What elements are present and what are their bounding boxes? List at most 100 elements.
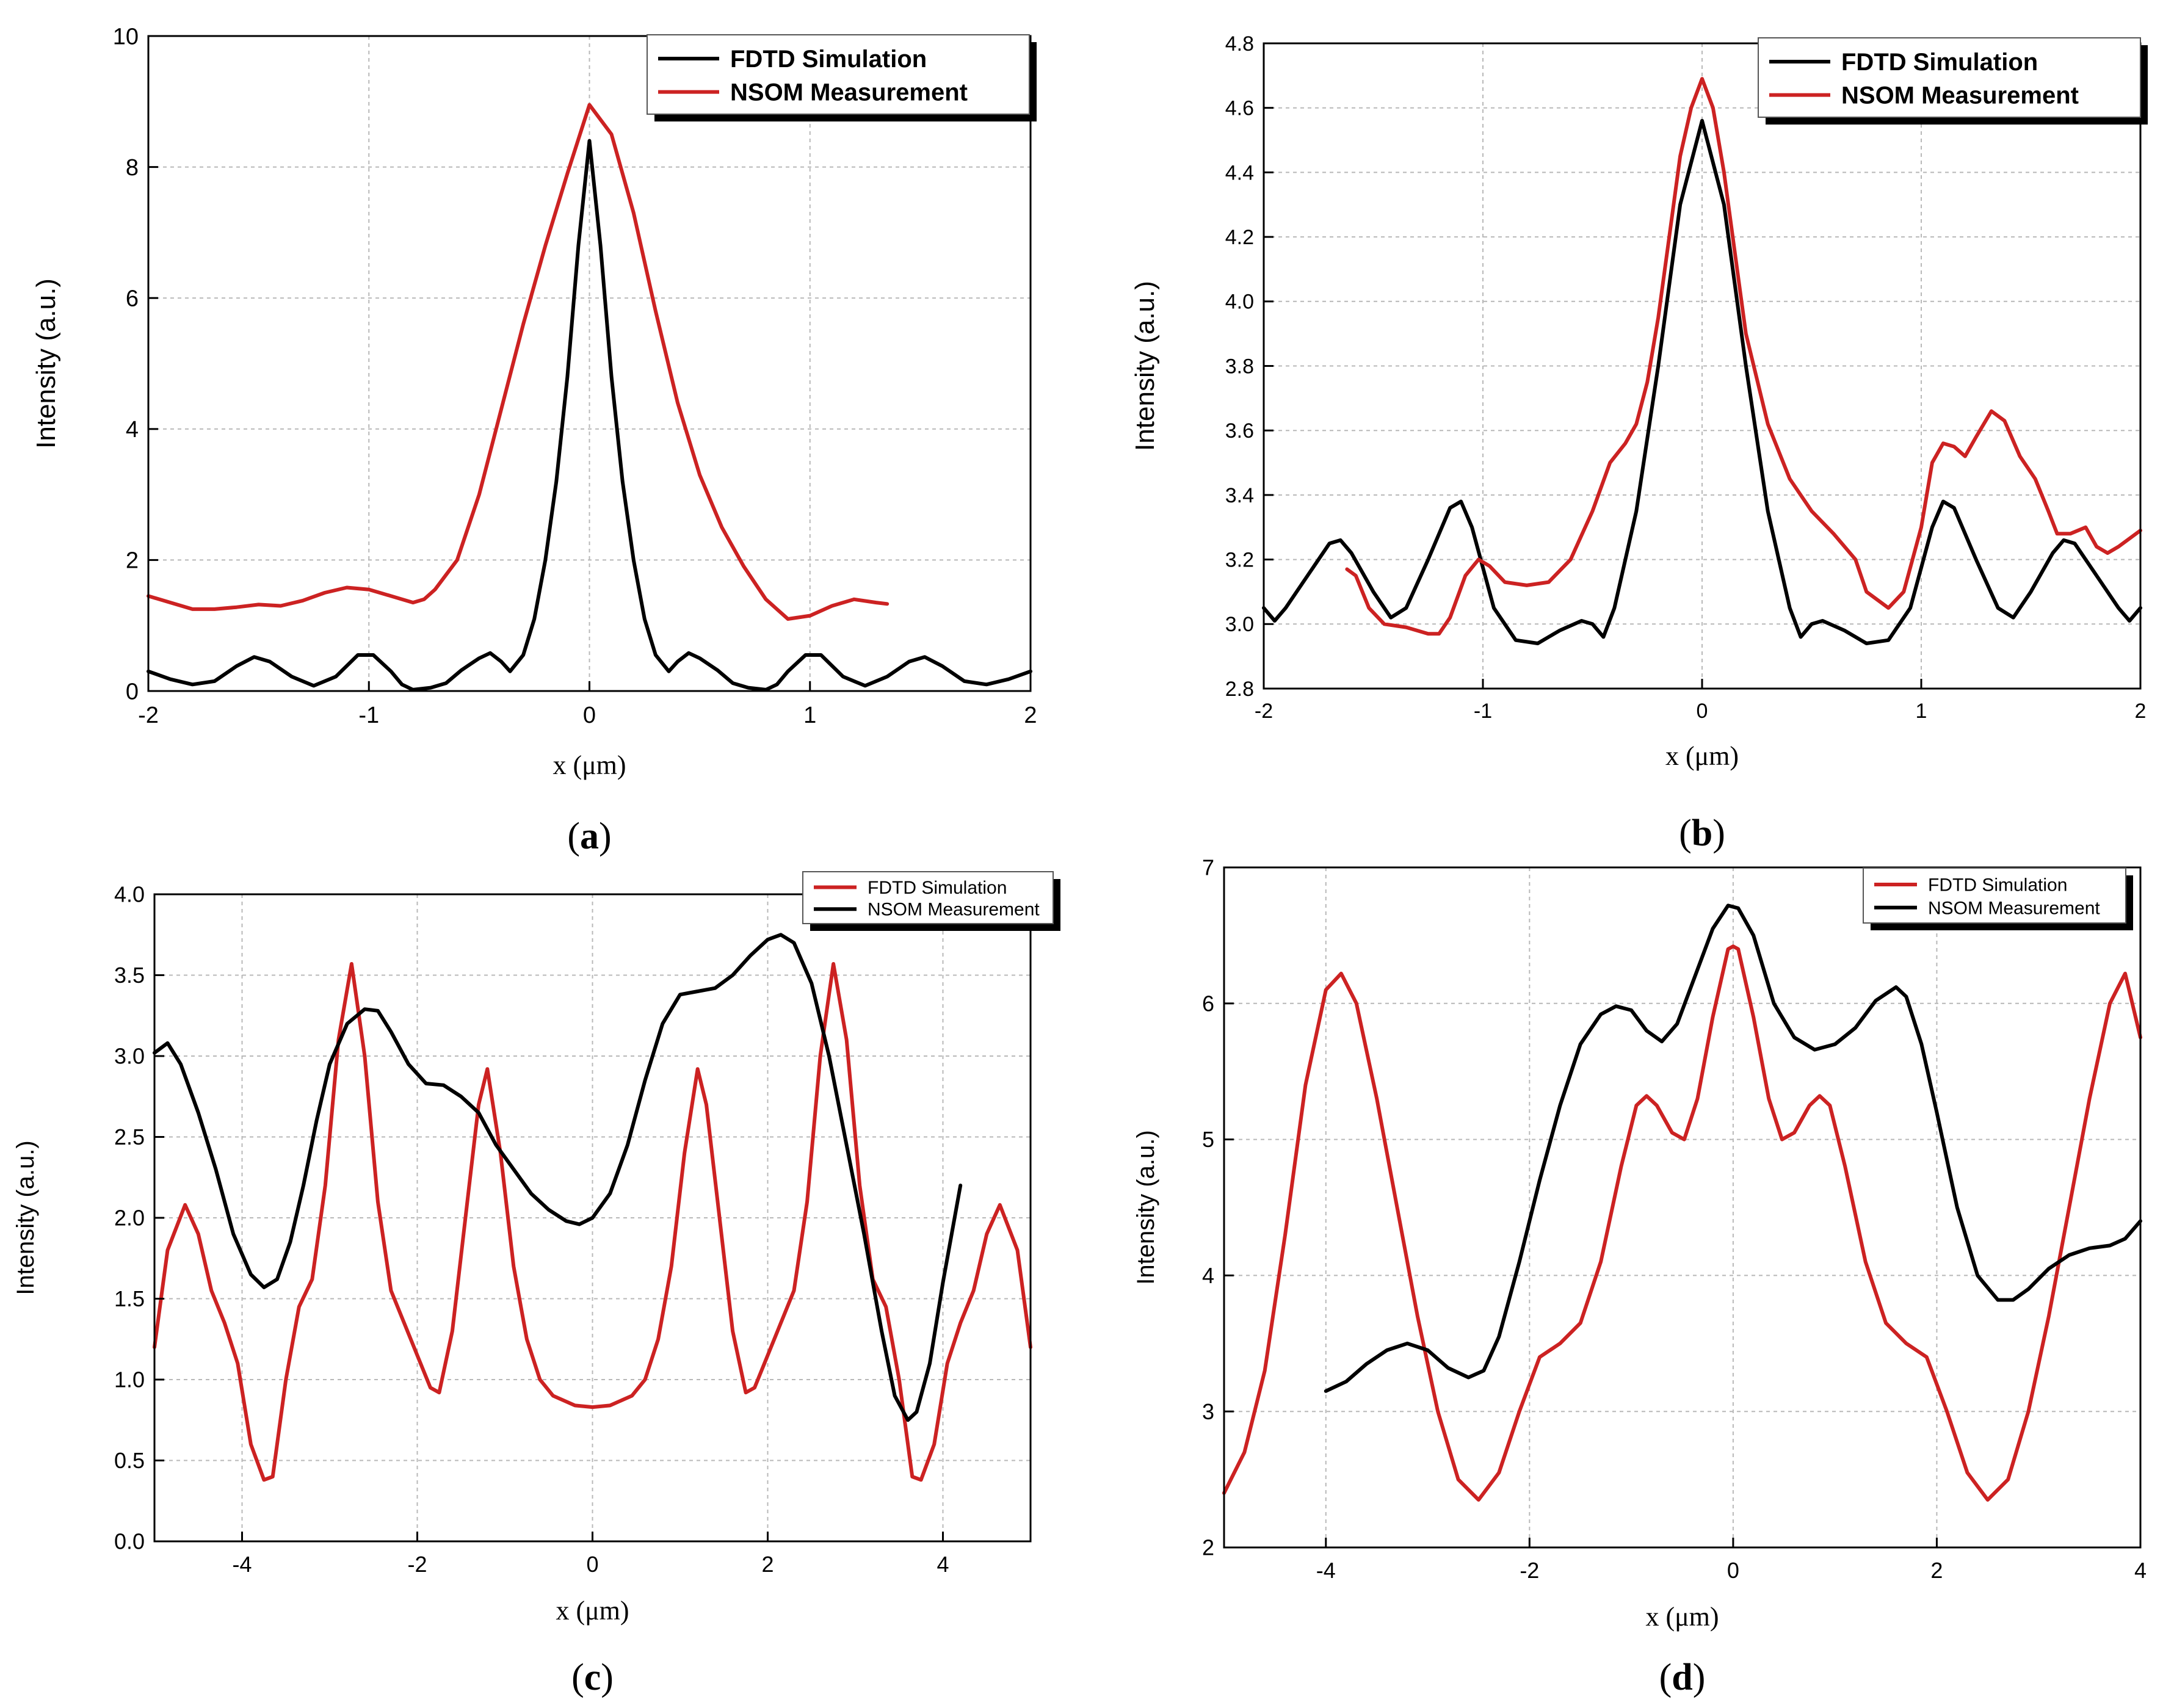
plot-frame [1223,866,2142,1549]
y-tick-label: 0.0 [114,1529,145,1554]
legend-label-2: NSOM Measurement [730,79,968,106]
y-tick-label: 0 [126,679,139,704]
legend-label-2: NSOM Measurement [1841,82,2079,109]
x-tick-label: 0 [1727,1558,1739,1583]
y-tick-label: 6 [126,286,139,312]
x-tick-label: -4 [1316,1558,1336,1583]
x-tick-label: 2 [2135,700,2147,723]
y-tick-label: 3 [1202,1399,1214,1424]
x-tick-label: -2 [407,1552,427,1577]
panel-label: (b) [1679,812,1725,854]
x-tick-label: 0 [583,703,596,728]
legend-box [1863,867,2126,924]
panel-a: -2 -1 0 1 2 0 2 4 6 8 10 Intensity (a.u.) x (μm) FDTD… [31,24,1037,857]
y-tick-label: 3.6 [1225,419,1254,443]
y-tick-label: 1.5 [114,1286,145,1311]
y-tick-label: 1.0 [114,1367,145,1392]
y-tick-label: 3.8 [1225,355,1254,378]
y-tick-label: 6 [1202,991,1214,1016]
x-tick-label: -4 [232,1552,252,1577]
y-tick-label: 0.5 [114,1448,145,1473]
series-line-1 [147,139,1032,692]
y-axis-title: Intensity (a.u.) [1132,1130,1159,1284]
panel-label-open-paren: ( [571,1657,584,1698]
y-tick-label: 2 [1202,1535,1214,1560]
y-tick-label: 4.0 [1225,291,1254,314]
x-axis-title: x (μm) [1645,1602,1719,1632]
panel-d: -4 -2 0 2 4 2 3 4 5 6 7 Intensity (a.u.) x (μm) FDTD … [1132,855,2147,1698]
series-line-2 [147,103,890,621]
panel-label-letter: b [1692,812,1712,854]
x-tick-label: -2 [1255,700,1273,723]
panel-c: -4 -2 0 2 4 0.0 0.5 1.0 1.5 2.0 2.5 3.0 3.5 4.0 Intens… [12,871,1060,1698]
x-tick-label: 2 [1930,1558,1943,1583]
y-tick-label: 3.2 [1225,549,1254,572]
y-tick-label: 2.5 [114,1124,145,1149]
y-axis-title: Intensity (a.u.) [1130,281,1160,451]
panel-label-close-paren: ) [601,1657,614,1698]
panel-label-open-paren: ( [1679,812,1692,854]
panel-label-letter: d [1672,1657,1692,1698]
legend-label-1: FDTD Simulation [730,46,927,73]
x-tick-label: -2 [1520,1558,1539,1583]
y-tick-label: 4.6 [1225,97,1254,120]
series-line-1 [1222,944,2142,1502]
y-tick-label: 4.2 [1225,226,1254,249]
x-tick-label: 0 [1697,700,1708,723]
legend-label-1: FDTD Simulation [1841,49,2038,76]
x-axis-title: x (μm) [1665,741,1739,771]
y-tick-label: 5 [1202,1127,1214,1152]
panel-label: (d) [1659,1657,1706,1698]
y-tick-label: 7 [1202,855,1214,880]
legend: FDTD Simulation NSOM Measurement [1758,37,2148,125]
panel-label-close-paren: ) [1693,1657,1706,1698]
panel-label: (c) [571,1657,614,1698]
series-line-1 [153,962,1032,1482]
y-tick-label: 2 [126,548,139,574]
panel-label-open-paren: ( [1659,1657,1672,1698]
y-tick-label: 2.0 [114,1206,145,1231]
legend-label-1: FDTD Simulation [868,878,1007,898]
legend-label-1: FDTD Simulation [1928,875,2067,896]
y-tick-label: 4 [126,417,139,443]
panel-label-open-paren: ( [567,816,580,857]
legend: FDTD Simulation NSOM Measurement [647,34,1037,121]
y-tick-label: 4 [1202,1263,1214,1288]
x-tick-label: 2 [1024,703,1037,728]
y-tick-label: 4.8 [1225,32,1254,56]
legend-label-2: NSOM Measurement [1928,898,2100,918]
y-tick-label: 4.4 [1225,161,1254,184]
legend-label-2: NSOM Measurement [868,900,1040,920]
panel-label-close-paren: ) [599,816,612,857]
x-tick-label: 4 [2134,1558,2147,1583]
x-tick-label: 1 [803,703,816,728]
series-line-2 [153,933,963,1422]
y-tick-label: 2.8 [1225,678,1254,701]
panel-label-close-paren: ) [1712,812,1725,854]
y-axis-title: Intensity (a.u.) [31,278,61,449]
panel-label-letter: c [584,1657,601,1698]
y-tick-label: 3.0 [114,1044,145,1069]
y-tick-label: 10 [113,24,139,49]
x-axis-title: x (μm) [556,1596,629,1626]
x-tick-label: 1 [1916,700,1927,723]
panel-label: (a) [567,816,611,857]
panel-b: -2 -1 0 1 2 2.8 3.0 3.2 3.4 3.6 3.8 4.0 4.2 4.4 4.6 4.8… [1130,32,2148,854]
y-tick-label: 3.5 [114,963,145,988]
x-tick-label: -1 [358,703,379,728]
x-tick-label: -2 [138,703,159,728]
panel-label-letter: a [580,816,599,857]
y-tick-label: 4.0 [114,882,145,907]
x-tick-label: 4 [937,1552,949,1577]
series-line-2 [1345,77,2142,636]
series-line-1 [1262,118,2142,645]
y-tick-label: 8 [126,155,139,181]
legend-box [647,34,1030,115]
x-tick-label: 2 [761,1552,774,1577]
y-tick-label: 3.0 [1225,613,1254,636]
x-axis-title: x (μm) [553,750,626,780]
